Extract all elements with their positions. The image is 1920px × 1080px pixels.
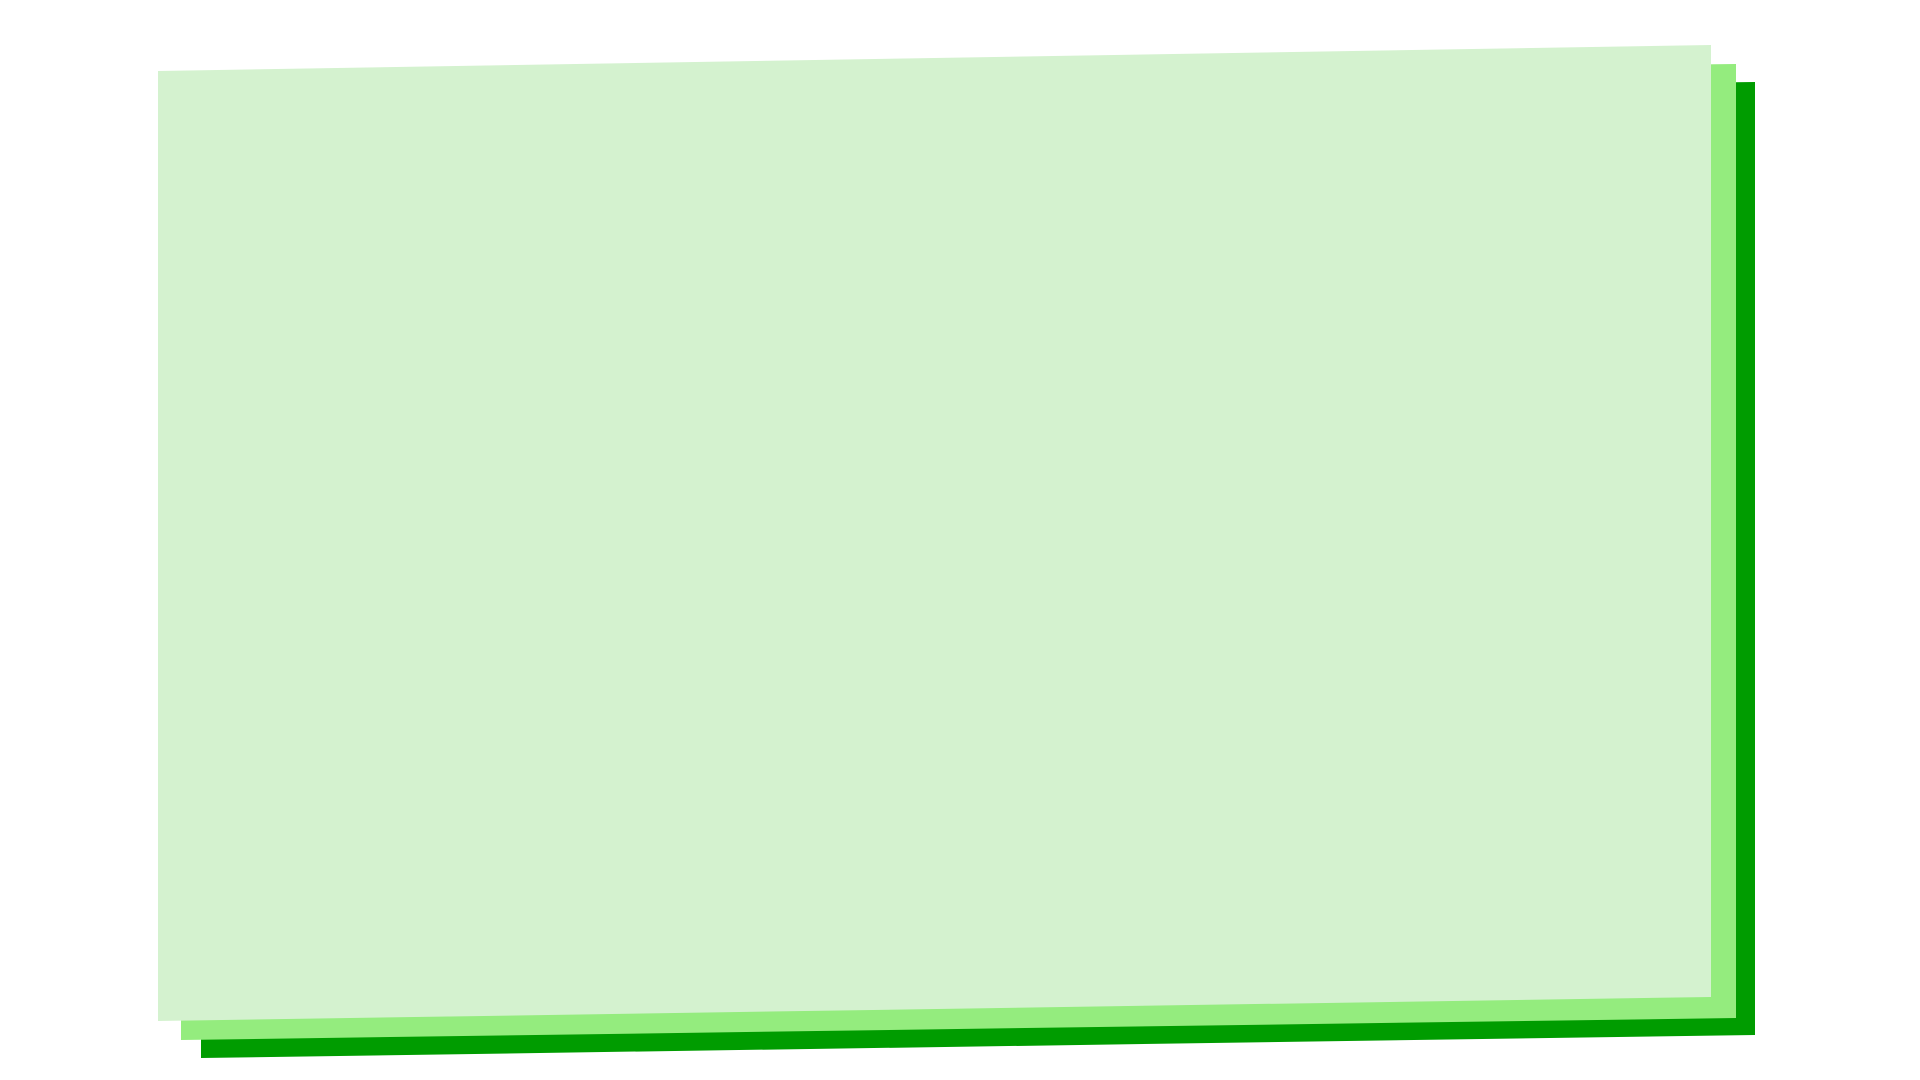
front-card: [158, 45, 1711, 1021]
